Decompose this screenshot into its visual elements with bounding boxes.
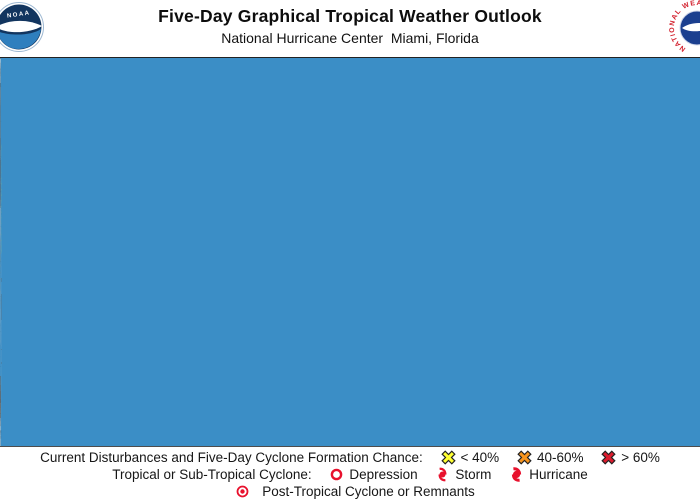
svg-text:NOAA: NOAA [7,10,31,19]
header: Five-Day Graphical Tropical Weather Outl… [0,0,700,57]
nws-logo-icon: NATIONAL WEATHER SERVICE [669,0,700,56]
legend: Current Disturbances and Five-Day Cyclon… [0,447,700,500]
legend-row-2: Tropical or Sub-Tropical Cyclone: Depres… [0,467,700,483]
page-subtitle: National Hurricane Center Miami, Florida [221,30,479,46]
x-red-icon [601,450,616,465]
x-yellow-icon [440,450,456,465]
page-title: Five-Day Graphical Tropical Weather Outl… [158,6,542,26]
legend-line1-label: Current Disturbances and Five-Day Cyclon… [40,450,423,465]
legend-item-label: Storm [455,467,492,482]
legend-item-label: > 60% [621,450,660,465]
map-svg: 40% 20% www.hurricanes.gov All Disturban… [0,58,2,446]
legend-row-3: Post-Tropical Cyclone or Remnants [0,484,700,500]
longitude-labels: 100W 90W 80W 70W 60W 50W 40W 30W 20W [0,428,1,442]
north-america [0,58,1,400]
outlook-map: 40% 20% www.hurricanes.gov All Disturban… [0,57,700,447]
legend-item-label: Depression [349,467,418,482]
depression-icon [331,468,343,481]
legend-item-label: < 40% [460,450,500,465]
hurricane-icon [512,467,522,482]
legend-item-label: Hurricane [529,467,588,482]
legend-item-label: Post-Tropical Cyclone or Remnants [262,484,475,499]
landmasses [0,58,2,446]
x-orange-icon [517,450,532,465]
post-tropical-icon [236,485,249,498]
south-america [0,371,1,446]
storm-icon [438,467,447,482]
boundary-lines [0,63,2,427]
legend-row-1: Current Disturbances and Five-Day Cyclon… [0,450,700,466]
noaa-logo-icon: NOAA [0,2,44,52]
legend-line2-label: Tropical or Sub-Tropical Cyclone: [112,467,312,482]
legend-item-label: 40-60% [536,450,584,465]
